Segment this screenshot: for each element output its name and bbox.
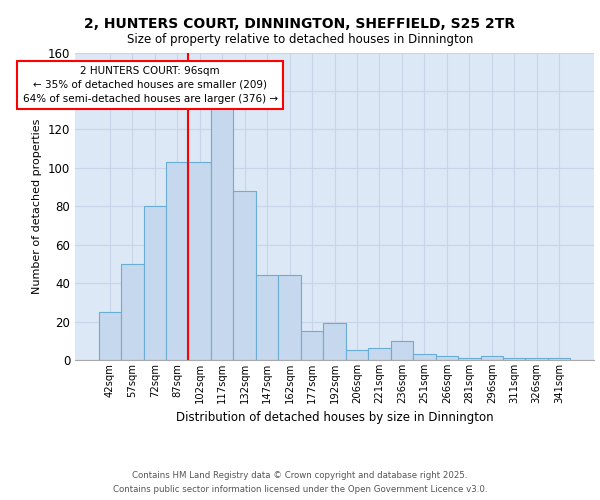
Text: 2 HUNTERS COURT: 96sqm
← 35% of detached houses are smaller (209)
64% of semi-de: 2 HUNTERS COURT: 96sqm ← 35% of detached… [23, 66, 278, 104]
Bar [211, 100, 233, 360]
Bar [526, 358, 548, 360]
Bar [143, 206, 166, 360]
Bar [413, 354, 436, 360]
Bar [278, 276, 301, 360]
Text: Contains HM Land Registry data © Crown copyright and database right 2025.
Contai: Contains HM Land Registry data © Crown c… [113, 472, 487, 494]
Bar [166, 162, 188, 360]
Bar [121, 264, 143, 360]
Bar [301, 331, 323, 360]
Bar [503, 358, 526, 360]
Bar [346, 350, 368, 360]
Bar [188, 162, 211, 360]
Bar [436, 356, 458, 360]
Bar [548, 358, 571, 360]
Bar [481, 356, 503, 360]
Bar [256, 276, 278, 360]
Bar [323, 324, 346, 360]
Bar [458, 358, 481, 360]
Text: Size of property relative to detached houses in Dinnington: Size of property relative to detached ho… [127, 32, 473, 46]
Bar [233, 191, 256, 360]
Y-axis label: Number of detached properties: Number of detached properties [32, 118, 42, 294]
Text: 2, HUNTERS COURT, DINNINGTON, SHEFFIELD, S25 2TR: 2, HUNTERS COURT, DINNINGTON, SHEFFIELD,… [85, 18, 515, 32]
Bar [98, 312, 121, 360]
Bar [391, 341, 413, 360]
X-axis label: Distribution of detached houses by size in Dinnington: Distribution of detached houses by size … [176, 412, 493, 424]
Bar [368, 348, 391, 360]
